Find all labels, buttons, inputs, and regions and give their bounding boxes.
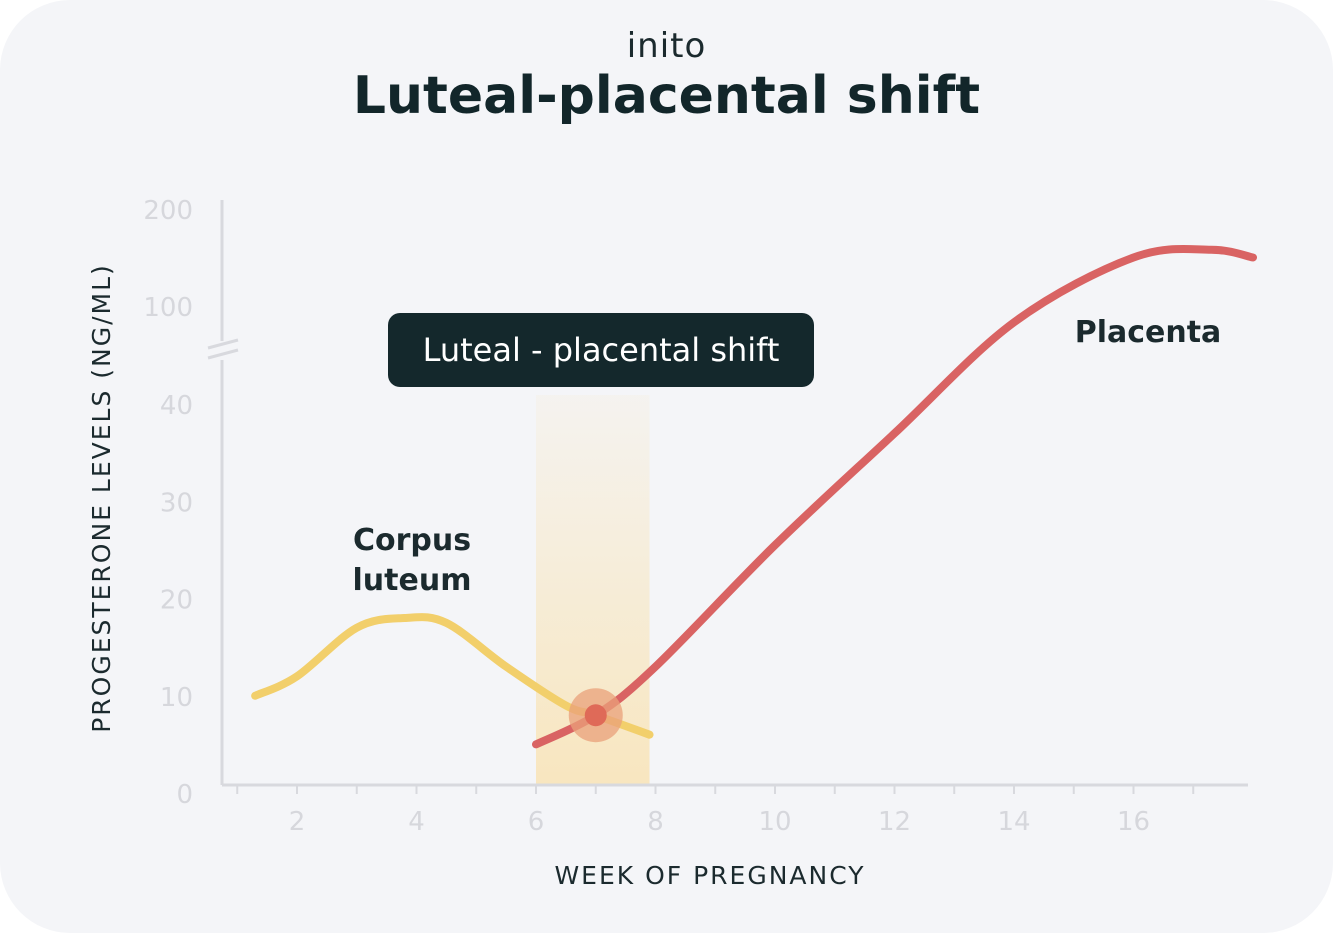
y-tick-label: 10 bbox=[160, 683, 193, 713]
placenta-line bbox=[532, 244, 1257, 749]
x-tick-label: 4 bbox=[408, 807, 425, 837]
placenta-label: Placenta bbox=[1075, 315, 1222, 350]
chart-title: Luteal-placental shift bbox=[352, 66, 981, 126]
x-tick-label: 16 bbox=[1117, 807, 1150, 837]
x-tick-label: 14 bbox=[997, 807, 1030, 837]
axis-break-mark-bottom bbox=[207, 348, 239, 360]
y-tick-label: 200 bbox=[143, 196, 193, 226]
brand-logo: inito bbox=[626, 26, 707, 66]
corpus-luteum-label: Corpus bbox=[353, 523, 471, 558]
x-tick-label: 12 bbox=[878, 807, 911, 837]
y-axis-title: PROGESTERONE LEVELS (NG/ML) bbox=[87, 263, 116, 733]
y-tick-label: 100 bbox=[143, 293, 193, 323]
y-tick-label: 20 bbox=[160, 586, 193, 616]
x-tick-label: 2 bbox=[289, 807, 306, 837]
x-axis-title: WEEK OF PREGNANCY bbox=[554, 861, 865, 890]
y-tick-label: 30 bbox=[160, 488, 193, 518]
x-tick-label: 10 bbox=[758, 807, 791, 837]
axis-break-mark-top bbox=[207, 338, 239, 350]
shift-callout-label: Luteal - placental shift bbox=[423, 331, 780, 369]
x-tick-label: 8 bbox=[647, 807, 664, 837]
y-tick-label: 40 bbox=[160, 391, 193, 421]
shift-callout-box bbox=[388, 313, 814, 387]
intersection-point bbox=[584, 704, 607, 727]
x-tick-label: 6 bbox=[528, 807, 545, 837]
corpus-luteum-label: luteum bbox=[353, 563, 472, 598]
y-tick-label: 0 bbox=[176, 780, 193, 810]
